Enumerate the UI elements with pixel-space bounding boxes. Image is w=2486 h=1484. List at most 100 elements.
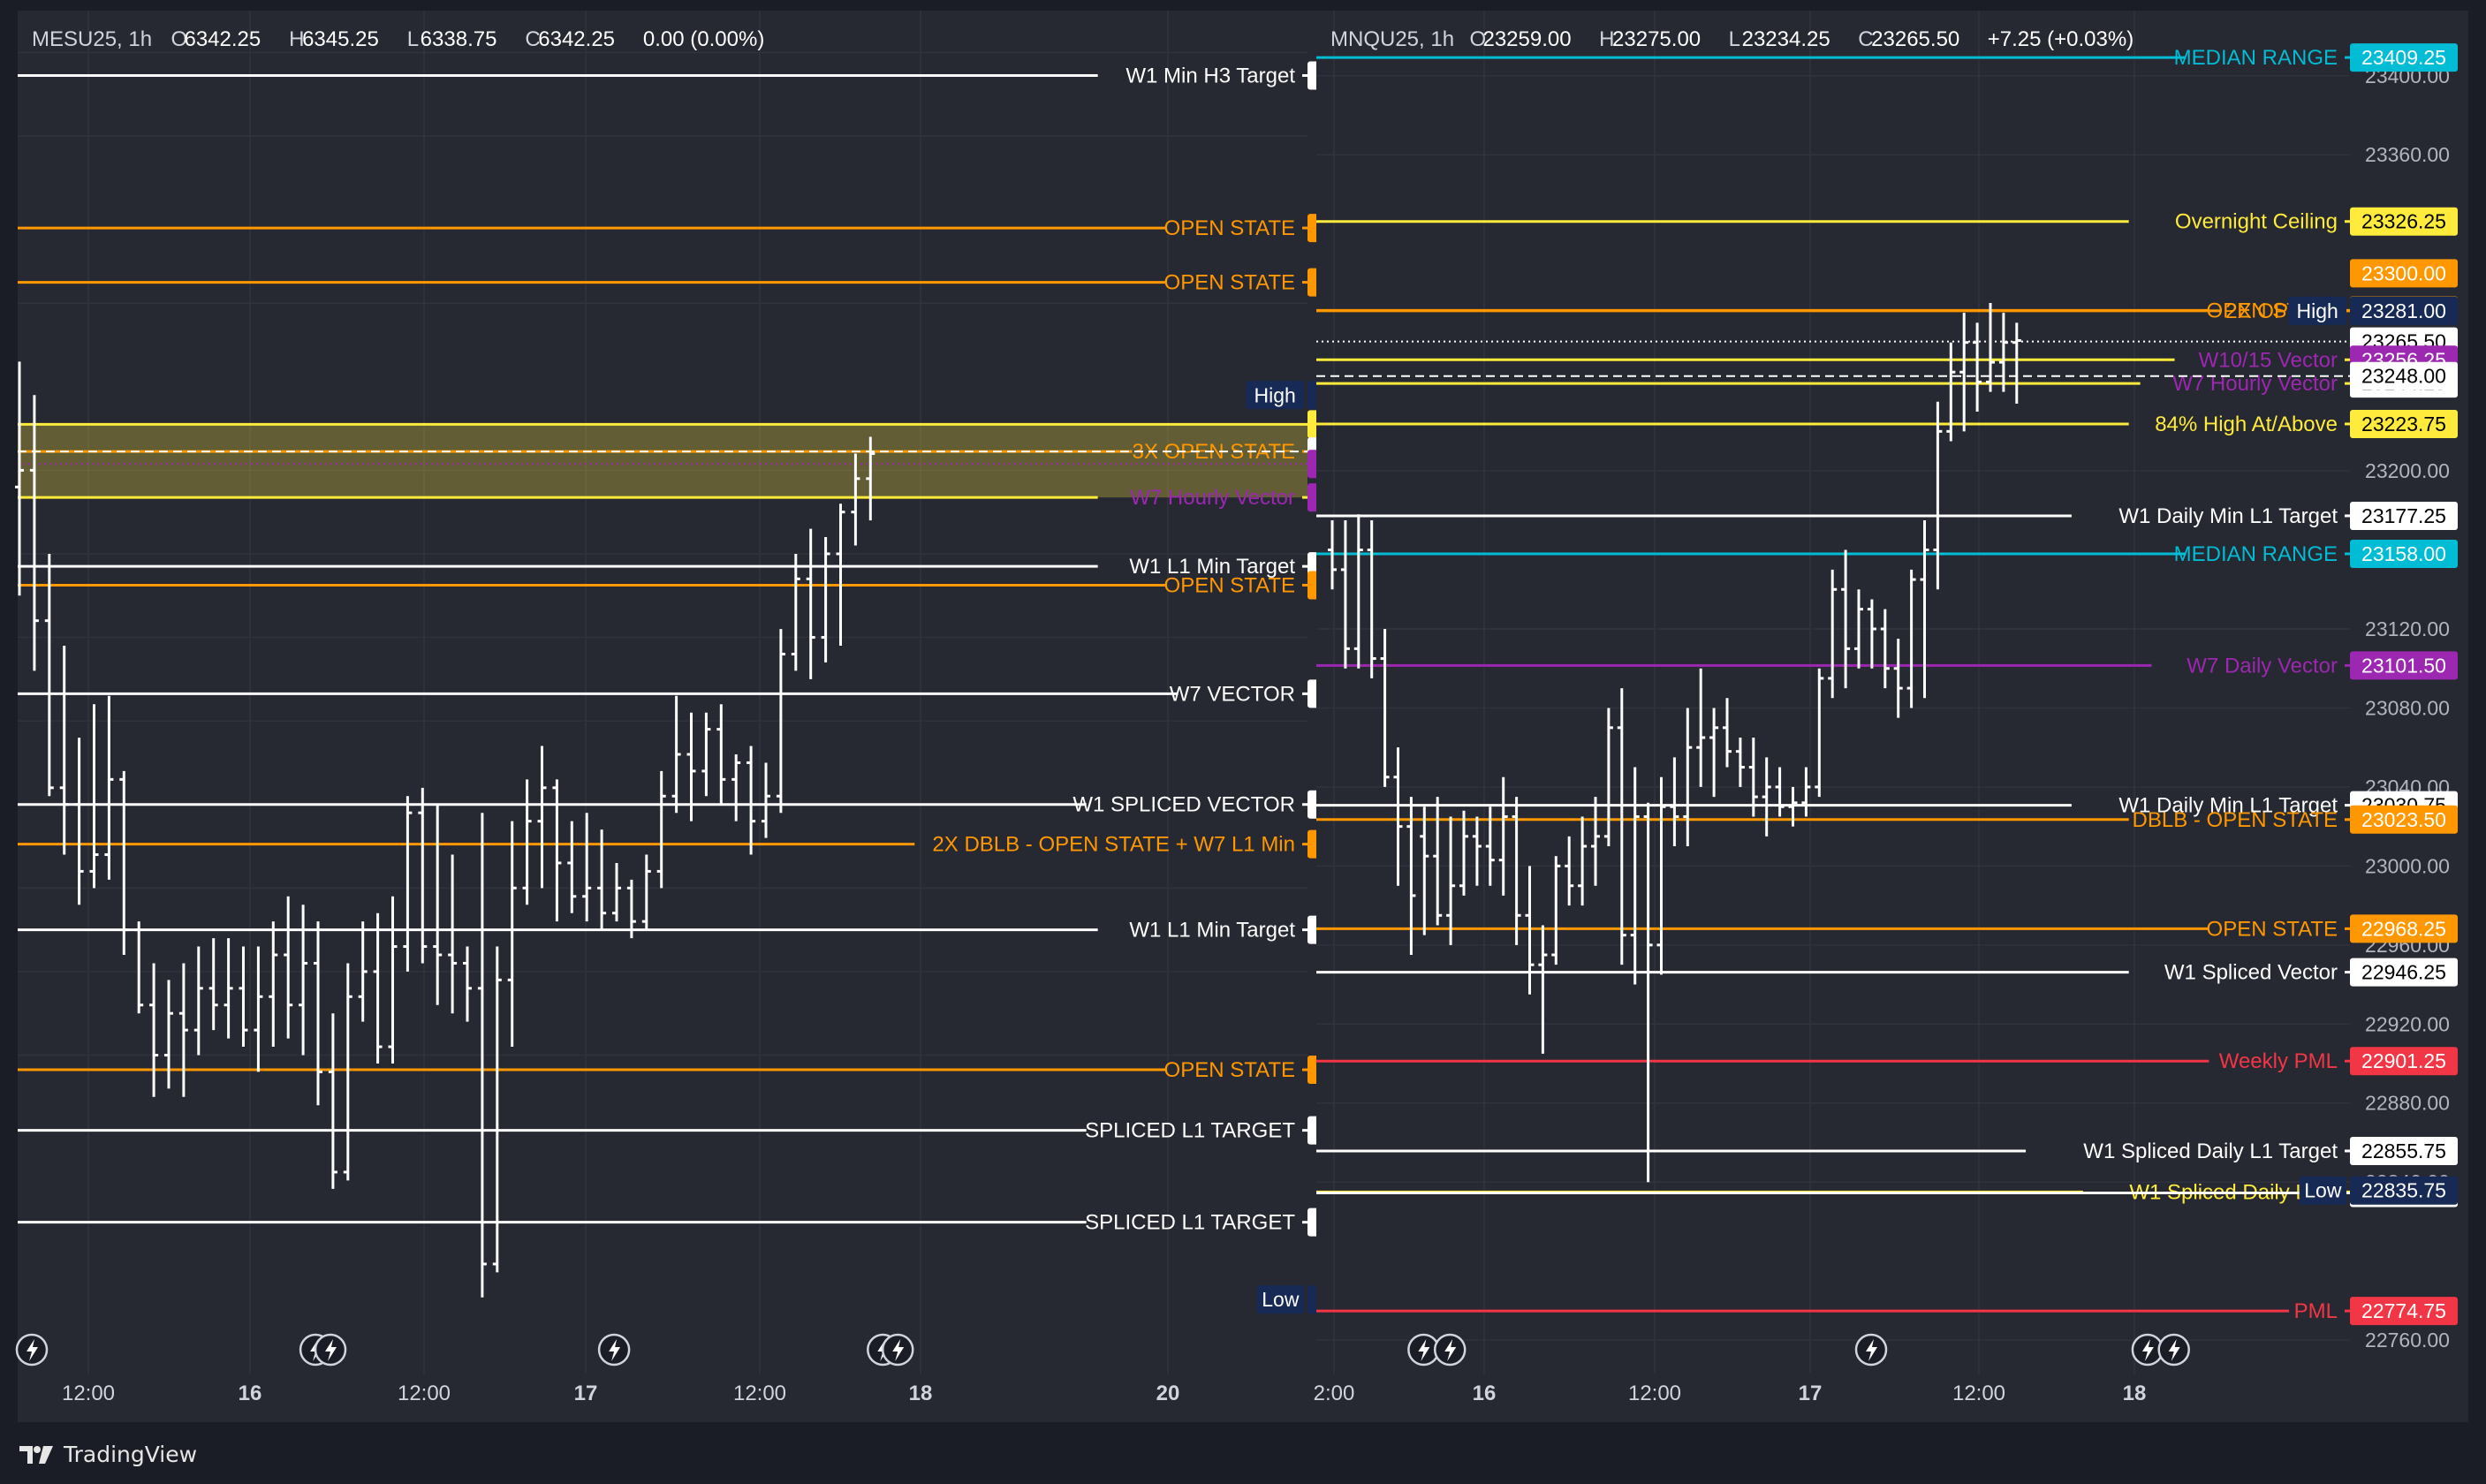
- ohlc-bar[interactable]: [821, 537, 830, 662]
- event-markers[interactable]: [1407, 1333, 2190, 1367]
- ohlc-bar[interactable]: [284, 896, 293, 1039]
- ohlc-bar[interactable]: [1353, 514, 1363, 669]
- level-line[interactable]: 84% High At/Above 23223.75: [1316, 409, 2458, 438]
- ohlc-bar[interactable]: [343, 963, 352, 1181]
- ohlc-bar[interactable]: [537, 746, 547, 889]
- ohlc-bar[interactable]: [1512, 797, 1521, 945]
- ohlc-bar[interactable]: [1367, 519, 1376, 678]
- ohlc-bar[interactable]: [1854, 589, 1863, 669]
- level-line[interactable]: MEDIAN RANGE 23158.00: [1316, 540, 2458, 569]
- ohlc-bar[interactable]: [1551, 856, 1561, 965]
- ohlc-bar[interactable]: [358, 921, 368, 1022]
- ohlc-bar[interactable]: [1933, 401, 1943, 590]
- ohlc-bar[interactable]: [208, 938, 218, 1031]
- ohlc-bar[interactable]: [1998, 313, 2008, 392]
- level-line[interactable]: OPEN STATE 22968.25: [1316, 914, 2458, 943]
- ohlc-bar[interactable]: [463, 946, 472, 1022]
- x-axis[interactable]: 2:00 16 12:00 17 12:00 18: [1314, 1382, 2147, 1405]
- ohlc-bar[interactable]: [59, 646, 69, 855]
- ohlc-bar[interactable]: [2012, 322, 2021, 405]
- ohlc-bar[interactable]: [254, 946, 263, 1072]
- ohlc-bar[interactable]: [522, 779, 532, 905]
- ohlc-bar[interactable]: [1841, 549, 1851, 689]
- level-line[interactable]: W1 Spliced Vector 22946.25: [1316, 958, 2458, 987]
- ohlc-bar[interactable]: [164, 980, 173, 1089]
- ohlc-bar[interactable]: [1762, 757, 1771, 837]
- ohlc-bar[interactable]: [582, 813, 592, 922]
- ohlc-bar[interactable]: [433, 804, 443, 1005]
- ohlc-bar[interactable]: [1709, 708, 1719, 798]
- ohlc-bar[interactable]: [686, 712, 696, 822]
- lightning-event-icon[interactable]: [1433, 1333, 1467, 1367]
- ohlc-bar[interactable]: [1683, 708, 1693, 846]
- ohlc-bar[interactable]: [776, 629, 785, 814]
- ohlc-bar[interactable]: [1380, 628, 1390, 787]
- ohlc-bar[interactable]: [239, 946, 248, 1048]
- ohlc-bar[interactable]: [791, 553, 800, 671]
- ohlc-bar[interactable]: [1656, 776, 1666, 975]
- level-line[interactable]: MEDIAN RANGE 23409.25: [1316, 43, 2458, 72]
- lightning-event-icon[interactable]: [1854, 1333, 1888, 1367]
- lightning-event-icon[interactable]: [314, 1333, 347, 1367]
- ohlc-bar[interactable]: [1446, 816, 1456, 945]
- lightning-event-icon[interactable]: [597, 1333, 631, 1367]
- ohlc-bar[interactable]: [1630, 767, 1640, 985]
- ohlc-bar[interactable]: [1406, 797, 1416, 956]
- ohlc-bar[interactable]: [269, 921, 278, 1048]
- ohlc-bar[interactable]: [747, 746, 756, 855]
- ohlc-bar[interactable]: [1591, 797, 1600, 886]
- ohlc-bar[interactable]: [418, 787, 428, 964]
- ohlc-bar[interactable]: [1485, 806, 1495, 886]
- ohlc-bar[interactable]: [1393, 747, 1403, 886]
- ohlc-bar[interactable]: [104, 695, 114, 880]
- ohlc-bar[interactable]: [299, 905, 308, 1056]
- ohlc-bar[interactable]: [1603, 708, 1613, 846]
- ohlc-bar[interactable]: [119, 770, 129, 955]
- ohlc-bar[interactable]: [1788, 786, 1798, 827]
- ohlc-bar[interactable]: [1578, 816, 1588, 906]
- ohlc-bar[interactable]: [193, 946, 203, 1056]
- ohlc-bar[interactable]: [1617, 688, 1626, 965]
- ohlc-bar[interactable]: [224, 938, 233, 1039]
- lightning-event-icon[interactable]: [2157, 1333, 2190, 1367]
- ohlc-bar[interactable]: [178, 963, 188, 1097]
- ohlc-bar[interactable]: [1906, 569, 1916, 708]
- ohlc-bar[interactable]: [1643, 802, 1653, 1183]
- ohlc-bar[interactable]: [1973, 322, 1982, 412]
- ohlc-bar[interactable]: [314, 921, 322, 1106]
- ohlc-bar[interactable]: [448, 854, 458, 1014]
- lightning-event-icon[interactable]: [15, 1333, 49, 1367]
- ohlc-bar[interactable]: [597, 829, 607, 930]
- ohlc-bar[interactable]: [388, 896, 398, 1064]
- ohlc-bar[interactable]: [1775, 767, 1785, 817]
- ohlc-series[interactable]: [15, 361, 875, 1298]
- ohlc-series[interactable]: [1328, 302, 2021, 1183]
- ohlc-bar[interactable]: [403, 796, 413, 972]
- ohlc-bar[interactable]: [1828, 569, 1838, 699]
- high-tag[interactable]: High 23281.00: [2288, 296, 2458, 325]
- ohlc-bar[interactable]: [806, 528, 815, 679]
- low-tag[interactable]: Low 22835.75: [2299, 1176, 2458, 1205]
- ohlc-bar[interactable]: [1867, 599, 1876, 669]
- ohlc-bar[interactable]: [1748, 737, 1758, 817]
- event-markers[interactable]: [15, 1333, 914, 1367]
- tradingview-brand[interactable]: TradingView: [18, 1438, 197, 1470]
- ohlc-bar[interactable]: [731, 753, 741, 822]
- ohlc-bar[interactable]: [29, 395, 39, 671]
- ohlc-bar[interactable]: [1920, 519, 1929, 699]
- ohlc-bar[interactable]: [836, 504, 845, 647]
- ohlc-bar[interactable]: [44, 553, 54, 797]
- ohlc-bar[interactable]: [149, 963, 159, 1097]
- level-line[interactable]: Weekly PML 22901.25: [1316, 1047, 2458, 1076]
- ohlc-bar[interactable]: [1815, 668, 1824, 798]
- level-line[interactable]: 23248.00: [1316, 361, 2458, 390]
- ohlc-bar[interactable]: [701, 712, 711, 797]
- ohlc-bar[interactable]: [656, 770, 666, 889]
- ohlc-bar[interactable]: [1880, 609, 1890, 689]
- ohlc-bar[interactable]: [492, 946, 502, 1273]
- ohlc-bar[interactable]: [716, 704, 726, 805]
- level-line[interactable]: W7 Daily Vector 23101.50: [1316, 651, 2458, 680]
- ohlc-bar[interactable]: [1525, 866, 1535, 995]
